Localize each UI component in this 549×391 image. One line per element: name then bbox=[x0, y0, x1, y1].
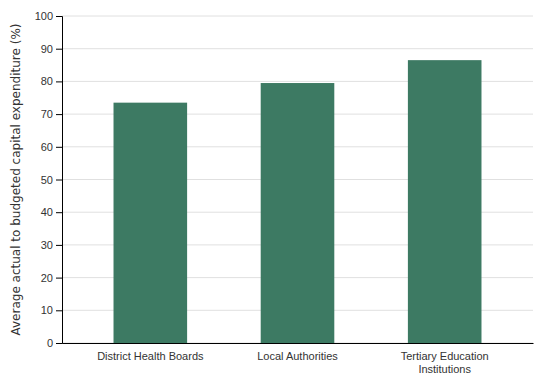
y-tick-mark bbox=[56, 180, 62, 181]
y-tick-label: 10 bbox=[41, 304, 53, 316]
y-tick-label: 0 bbox=[47, 337, 53, 349]
y-tick: 50 bbox=[41, 174, 62, 186]
y-tick-mark bbox=[56, 343, 62, 344]
y-tick: 60 bbox=[41, 141, 62, 153]
y-tick-mark bbox=[56, 310, 62, 311]
y-tick: 70 bbox=[41, 108, 62, 120]
y-tick-label: 70 bbox=[41, 108, 53, 120]
y-tick: 40 bbox=[41, 206, 62, 218]
y-tick-label: 40 bbox=[41, 206, 53, 218]
y-tick-mark bbox=[56, 114, 62, 115]
y-tick: 0 bbox=[47, 337, 62, 349]
x-tick: Local Authorities bbox=[257, 350, 338, 362]
y-axis-line bbox=[56, 17, 63, 344]
y-tick-mark bbox=[56, 16, 62, 17]
y-tick-label: 90 bbox=[41, 43, 53, 55]
grid bbox=[62, 16, 533, 343]
bar bbox=[408, 60, 482, 343]
bar bbox=[261, 83, 335, 343]
x-tick-label-line: District Health Boards bbox=[97, 350, 204, 362]
y-tick: 80 bbox=[41, 75, 62, 87]
y-tick: 20 bbox=[41, 272, 62, 284]
y-axis: 0 10 20 30 40 50 60 70 80 90 100 bbox=[35, 10, 63, 349]
x-axis-line bbox=[63, 343, 534, 344]
y-tick-mark bbox=[56, 212, 62, 213]
plot-area: 0 10 20 30 40 50 60 70 80 90 100 District Health Bo… bbox=[35, 10, 534, 375]
y-tick: 30 bbox=[41, 239, 62, 251]
y-tick-label: 50 bbox=[41, 174, 53, 186]
bar bbox=[114, 103, 188, 343]
y-tick: 10 bbox=[41, 304, 62, 316]
x-tick-label: Tertiary EducationInstitutions bbox=[401, 350, 489, 375]
y-tick-label: 20 bbox=[41, 272, 53, 284]
y-tick-label: 60 bbox=[41, 141, 53, 153]
y-tick: 90 bbox=[41, 43, 62, 55]
y-tick-label: 30 bbox=[41, 239, 53, 251]
y-tick-label: 100 bbox=[35, 10, 53, 22]
y-tick-mark bbox=[56, 147, 62, 148]
y-tick-mark bbox=[56, 278, 62, 279]
x-tick-label: District Health Boards bbox=[97, 350, 204, 362]
y-tick-mark bbox=[56, 245, 62, 246]
y-axis-title: Average actual to budgeted capital expen… bbox=[9, 24, 23, 336]
y-tick-mark bbox=[56, 81, 62, 82]
x-tick: Tertiary EducationInstitutions bbox=[401, 350, 489, 375]
grid-line bbox=[62, 48, 533, 49]
y-tick-mark bbox=[56, 49, 62, 50]
y-tick: 100 bbox=[35, 10, 62, 22]
x-tick: District Health Boards bbox=[97, 350, 204, 362]
x-tick-label-line: Institutions bbox=[418, 363, 471, 375]
x-tick-label-line: Local Authorities bbox=[257, 350, 338, 362]
x-tick-label: Local Authorities bbox=[257, 350, 338, 362]
grid-line bbox=[62, 16, 533, 17]
x-tick-label-line: Tertiary Education bbox=[401, 350, 489, 362]
chart-svg: 0 10 20 30 40 50 60 70 80 90 100 District Health Bo… bbox=[0, 0, 549, 391]
y-tick-label: 80 bbox=[41, 75, 53, 87]
bars bbox=[114, 60, 482, 343]
x-axis: District Health Boards Local Authorities T… bbox=[63, 344, 534, 376]
